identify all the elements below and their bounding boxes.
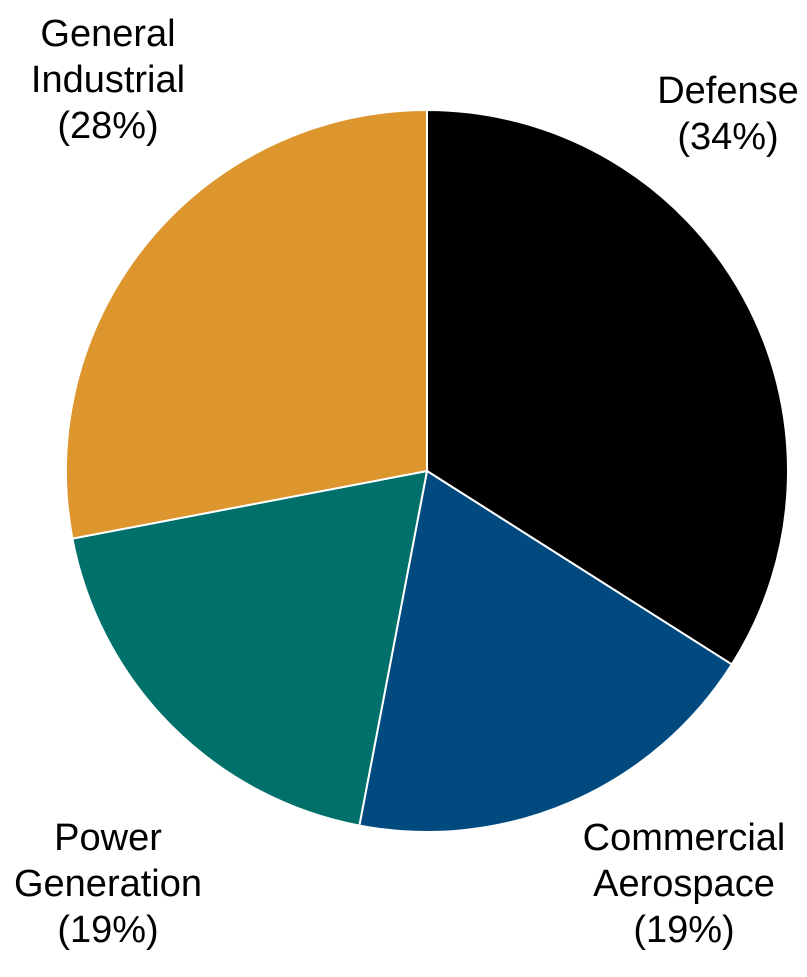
slice-label-defense: Defense (34%) xyxy=(657,70,799,158)
pie-slice-general-industrial xyxy=(65,108,428,540)
slice-label-line: Power xyxy=(54,817,162,859)
pie-slice-commercial-aerospace xyxy=(358,469,734,833)
slice-label-line: (19%) xyxy=(633,909,734,951)
slice-label-line: General xyxy=(40,13,175,55)
pie-labels: Defense (34%)Commercial Aerospace (19%)Powe… xyxy=(14,13,799,951)
slice-label-power-generation: Power Generation (19%) xyxy=(14,817,202,951)
pie-slice-power-generation xyxy=(71,469,429,827)
slice-label-line: Aerospace xyxy=(593,863,775,905)
slice-label-commercial-aerospace: Commercial Aerospace (19%) xyxy=(583,817,786,951)
slice-label-line: Industrial xyxy=(31,59,185,101)
slice-label-line: (34%) xyxy=(677,116,778,158)
slice-label-line: (19%) xyxy=(57,909,158,951)
slice-label-line: Commercial xyxy=(583,817,786,859)
pie-slice-defense xyxy=(426,108,789,666)
slice-label-general-industrial: General Industrial (28%) xyxy=(31,13,185,147)
slice-label-line: Generation xyxy=(14,863,202,905)
pie-slices xyxy=(65,108,789,833)
slice-label-line: Defense xyxy=(657,70,799,112)
slice-label-line: (28%) xyxy=(57,105,158,147)
